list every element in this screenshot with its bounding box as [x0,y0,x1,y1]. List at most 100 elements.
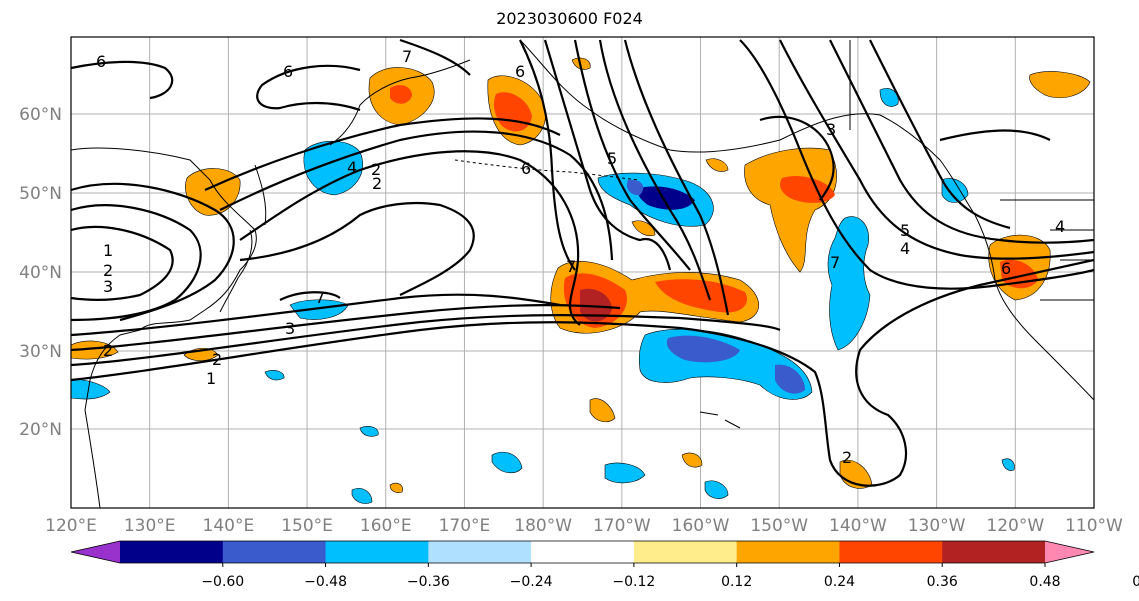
colorbar-segment [839,541,943,563]
colorbar-tick-label: −0.24 [510,574,553,590]
sakhalin [254,164,267,226]
longitude-label: 120°W [986,516,1044,536]
asia-coast [71,147,257,508]
warm-area [1029,71,1091,99]
longitude-label: 110°W [1065,516,1123,536]
contour-label: 7 [402,47,412,66]
contour-label: 4 [347,158,357,177]
colorbar-segment [531,541,635,563]
contour-label: 1 [206,369,216,388]
colorbar [70,540,1095,564]
colorbar-segment [942,541,1046,563]
graticule [71,37,1094,508]
warm-area [390,85,412,104]
na-west-coast [974,214,1094,401]
japan [219,229,253,313]
cool-area [71,379,111,400]
cool-area [704,480,729,499]
map-title: 2023030600 F024 [496,9,643,28]
alaska-coast [519,39,976,216]
latitude-label: 60°N [19,105,62,125]
colorbar-segment [222,541,327,563]
latitude-labels: 20°N 30°N 40°N 50°N 60°N [19,105,62,440]
colorbar-extend-low [71,541,120,563]
contour-label: 3 [103,277,113,296]
contour-label: 7 [830,253,840,272]
us-borders [1040,229,1094,301]
latitude-label: 20°N [19,420,62,440]
latitude-label: 40°N [19,263,62,283]
contour-label: 7 [566,257,576,276]
cool-area [351,488,373,504]
longitude-label: 150°W [750,516,808,536]
colorbar-tick-label: 0.36 [927,574,958,590]
latitude-label: 50°N [19,184,62,204]
coastlines [71,39,1094,508]
longitude-label: 160°W [672,516,730,536]
cool-area [604,462,646,484]
height-contours [71,38,1094,487]
longitude-label: 170°E [439,516,491,536]
colorbar-tick-label: −0.48 [304,574,347,590]
aleutians [454,159,641,181]
longitude-label: 180°W [514,516,572,536]
cool-area [638,186,695,210]
colorbar-segment [428,541,532,563]
colorbar-tick-labels: −0.60 −0.48 −0.36 −0.24 −0.12 0.12 0.24 0.36 0.4… [201,563,1139,590]
warm-area [71,340,119,360]
warm-area [580,288,612,322]
cool-area [359,426,379,437]
cool-area [1001,458,1015,471]
warm-area [655,279,748,313]
contour-label: 6 [96,52,106,71]
latitude-label: 30°N [19,342,62,362]
colorbar-tick-label: −0.12 [612,574,655,590]
contour-label: 6 [521,159,531,178]
warm-area [389,482,403,493]
longitude-label: 130°W [908,516,966,536]
contour-label: 5 [607,149,617,168]
contour-label: 2 [103,341,113,360]
colorbar-tick-label: −0.36 [407,574,450,590]
contour-label: 2 [372,174,382,193]
longitude-label: 170°W [593,516,651,536]
shaded-anomalies [71,57,1091,504]
contour-label: 7 [315,288,325,307]
longitude-labels: 120°E 130°E 140°E 150°E 160°E 170°E 180°W 170°W… [45,516,1123,536]
cool-area [264,370,285,381]
cool-area [827,216,871,351]
contour-label: 2 [842,448,852,467]
cool-area [666,335,740,363]
warm-area [589,398,616,423]
warm-area [631,220,656,237]
hawaii [699,411,741,429]
colorbar-segment [120,541,224,563]
contour-labels: 6 6 7 6 1 2 3 2 4 2 2 3 2 1 7 6 5 3 5 4 … [96,47,1065,467]
canada-border [849,40,1094,201]
cool-area [491,451,523,474]
contour-label: 1 [103,241,113,260]
longitude-label: 130°E [124,516,176,536]
colorbar-segment [325,541,429,563]
longitude-label: 160°E [360,516,412,536]
warm-area [681,452,703,468]
colorbar-tick-label: −0.60 [201,574,244,590]
contour-label: 6 [283,62,293,81]
contour-label: 2 [103,261,113,280]
contour-label: 6 [1001,259,1011,278]
warm-area [705,158,729,172]
colorbar-tick-label: 0.48 [1029,574,1060,590]
colorbar-segment [633,541,738,563]
cool-area [626,179,644,196]
longitude-label: 120°E [45,516,97,536]
colorbar-segment [736,541,840,563]
colorbar-tick-label: 0.60 [1132,574,1139,590]
contour-label: 4 [900,239,910,258]
contour-label: 2 [212,350,222,369]
contour-label: 2 [371,160,381,179]
contour-label: 4 [1055,217,1065,236]
cool-area [879,88,899,107]
contour-label: 3 [285,319,295,338]
contour-label: 6 [515,62,525,81]
